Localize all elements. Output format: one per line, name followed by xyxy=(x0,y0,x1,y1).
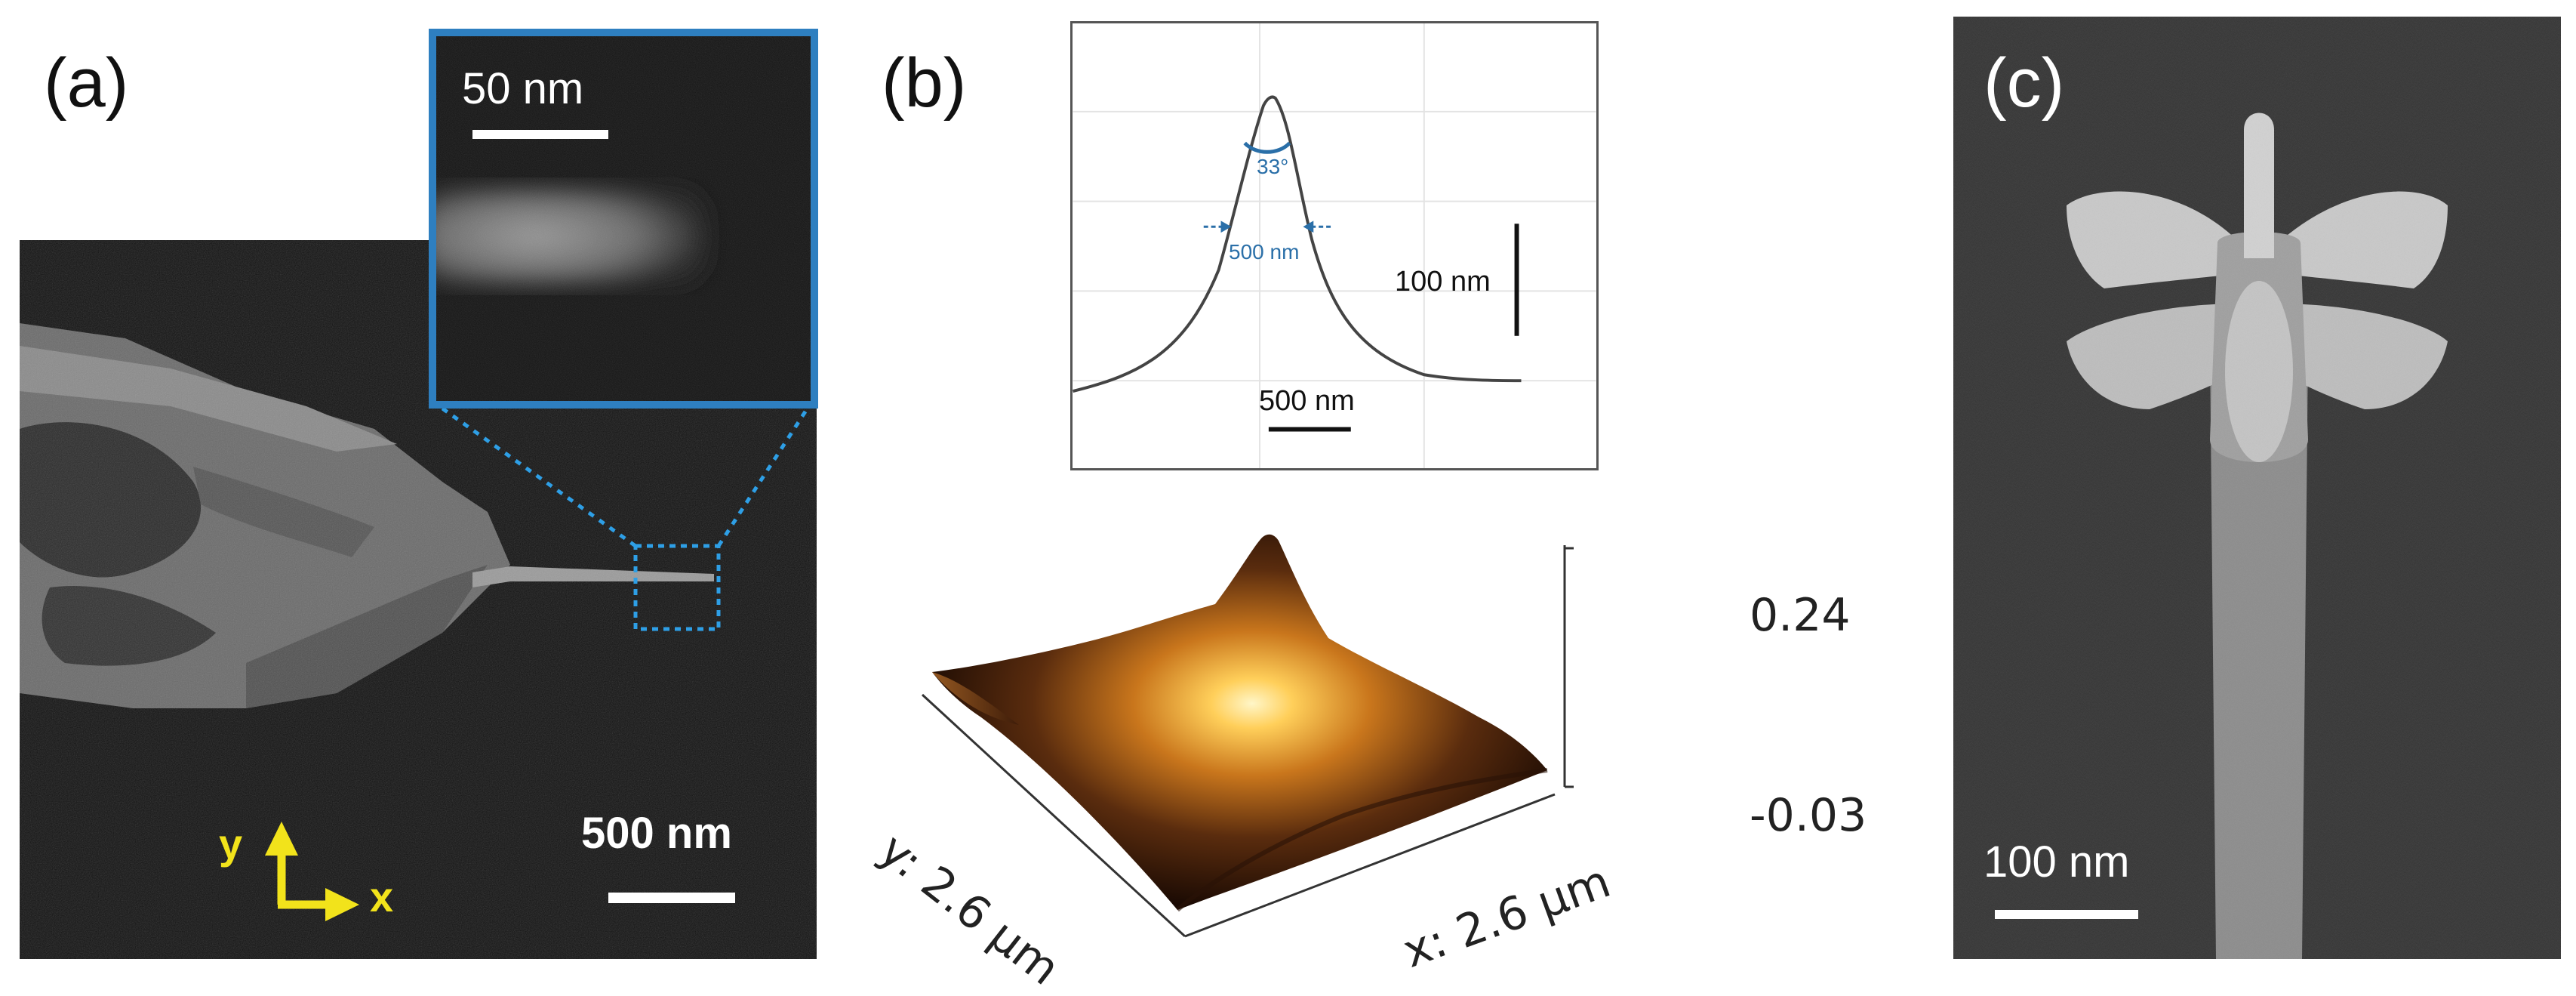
panel-c-label: (c) xyxy=(1984,45,2065,122)
afm-surface-plot xyxy=(921,534,1574,938)
inset-tip-drawing xyxy=(436,36,811,401)
inset-zoom-image xyxy=(429,29,818,409)
axis-x-label: x xyxy=(370,873,394,920)
surface-mesh xyxy=(932,534,1547,910)
zoom-line-left xyxy=(427,396,637,548)
angle-arc xyxy=(1243,141,1291,154)
zoom-line-right xyxy=(716,397,816,547)
angle-label: 33° xyxy=(1257,155,1289,178)
x-axis-line xyxy=(1184,793,1556,938)
width-arrows-icon xyxy=(1203,220,1331,233)
zoom-box xyxy=(633,544,721,631)
scale-bar-inset xyxy=(472,130,608,139)
profile-plot xyxy=(1070,21,1599,470)
profile-curve-drawing xyxy=(1073,23,1596,468)
panel-b-label: (b) xyxy=(882,45,967,122)
y-axis-line xyxy=(921,693,1186,938)
main-scale-label: 500 nm xyxy=(581,809,732,858)
vertical-scale-bar xyxy=(1514,224,1519,336)
antenna-drawing xyxy=(1953,17,2561,959)
horizontal-scale-label: 500 nm xyxy=(1259,385,1355,417)
horizontal-scale-bar xyxy=(1268,427,1351,432)
panel-a-label: (a) xyxy=(44,45,129,122)
vertical-scale-label: 100 nm xyxy=(1395,266,1491,298)
z-min-label: -0.03 xyxy=(1750,789,1867,842)
z-max-label: 0.24 xyxy=(1750,589,1851,642)
axis-arrows-icon xyxy=(265,822,359,921)
width-label: 500 nm xyxy=(1229,240,1300,264)
sem-image-c xyxy=(1953,17,2561,959)
scale-label-c: 100 nm xyxy=(1984,837,2130,887)
axis-y-label: y xyxy=(219,820,243,868)
scale-bar-c xyxy=(1995,910,2138,919)
inset-scale-label: 50 nm xyxy=(462,64,584,113)
scale-bar-a xyxy=(608,893,735,903)
profile-curve xyxy=(1073,95,1522,393)
